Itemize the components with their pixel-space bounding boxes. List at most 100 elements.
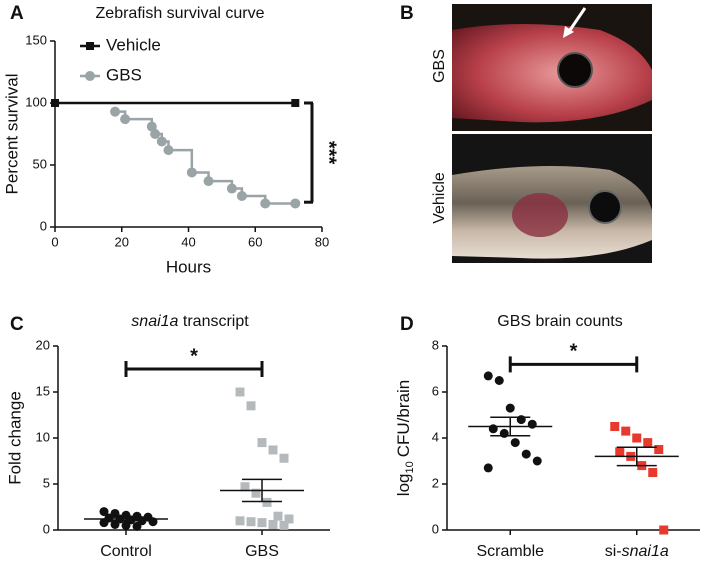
fish-eye [557,52,593,88]
fish-gbs [452,24,652,123]
point [510,438,520,448]
fish-eye [588,190,622,224]
point [260,198,271,209]
point [499,428,509,438]
significance: * [190,345,198,367]
y-axis-label-part: CFU/brain [394,380,413,457]
x-tick-label: Control [100,543,152,560]
y-tick-label: 0 [432,521,439,536]
y-tick-label: 5 [43,475,50,490]
x-axis-label: Hours [166,257,211,276]
point [99,507,109,517]
point [273,511,283,521]
significance: *** [318,141,340,165]
y-axis-label: log10 CFU/brain [394,380,415,496]
photo-label: Vehicle [431,172,448,224]
point [186,167,197,178]
y-axis-label: Percent survival [2,74,21,195]
point [268,445,278,455]
y-tick-label: 0 [40,218,47,233]
point [284,514,294,524]
point [203,176,214,187]
point [110,519,120,529]
point [240,482,250,492]
y-tick-label: 6 [432,383,439,398]
photo-panel: B GBS Vehicle [400,3,652,263]
y-tick-label: 0 [43,521,50,536]
chart-title: Zebrafish survival curve [96,5,265,22]
y-tick-label: 8 [432,337,439,352]
significance: * [570,341,578,363]
y-tick-label: 100 [25,94,47,109]
point [226,183,237,194]
point [146,121,157,132]
point [654,445,664,454]
panel-letter: D [400,314,414,335]
point [235,387,245,397]
step-segment [168,148,194,173]
panel-letter: B [400,3,414,24]
y-tick-label: 50 [33,156,47,171]
point [246,401,256,411]
x-tick-label: 40 [181,234,195,249]
legend-label: GBS [106,65,142,84]
point [121,520,131,530]
arrow [566,7,587,34]
point [251,488,261,498]
y-tick-label: 2 [432,475,439,490]
x-tick-label: 0 [51,234,58,249]
x-tick-label: 20 [115,234,129,249]
chart-title: snai1a transcript [131,313,249,330]
point [150,129,161,139]
y-tick-label: 4 [432,429,439,444]
x-tick-label: 60 [248,234,262,249]
point [527,419,537,429]
y-tick-label: 15 [36,383,50,398]
y-tick-label: 20 [36,337,50,352]
fish-organ [512,193,568,237]
x-tick-label: 80 [315,234,329,249]
point [236,191,247,201]
point [494,376,504,385]
point [615,447,625,457]
panel-letter: C [10,314,24,335]
legend-marker [86,42,94,50]
point [483,371,493,381]
point [610,422,620,431]
point [648,468,658,477]
y-tick-label: 10 [36,429,50,444]
point [643,438,653,448]
point [246,517,256,527]
point [521,449,531,459]
point [632,433,642,443]
point [132,521,142,531]
x-tick-label: GBS [245,543,279,560]
y-axis-label-part: log [394,474,413,497]
point [279,453,289,463]
point [516,415,526,425]
point [120,114,131,125]
panel-letter: A [10,3,24,24]
point [290,198,301,209]
point [279,520,289,530]
point [257,438,267,448]
legend-marker [85,71,95,81]
y-axis-label-part: 10 [404,461,416,473]
point [532,456,542,466]
point [156,136,167,147]
chart-title: GBS brain counts [497,313,622,330]
photo-label: GBS [431,49,448,83]
y-tick-label: 150 [25,32,47,47]
point [235,516,245,526]
point [505,403,515,413]
y-axis-label: Fold change [5,391,24,485]
point [621,426,631,436]
point [51,99,59,107]
point [659,525,669,535]
legend-label: Vehicle [106,35,161,54]
arrow-head [563,26,574,38]
point [483,463,493,473]
point [262,497,272,507]
point [110,106,121,117]
